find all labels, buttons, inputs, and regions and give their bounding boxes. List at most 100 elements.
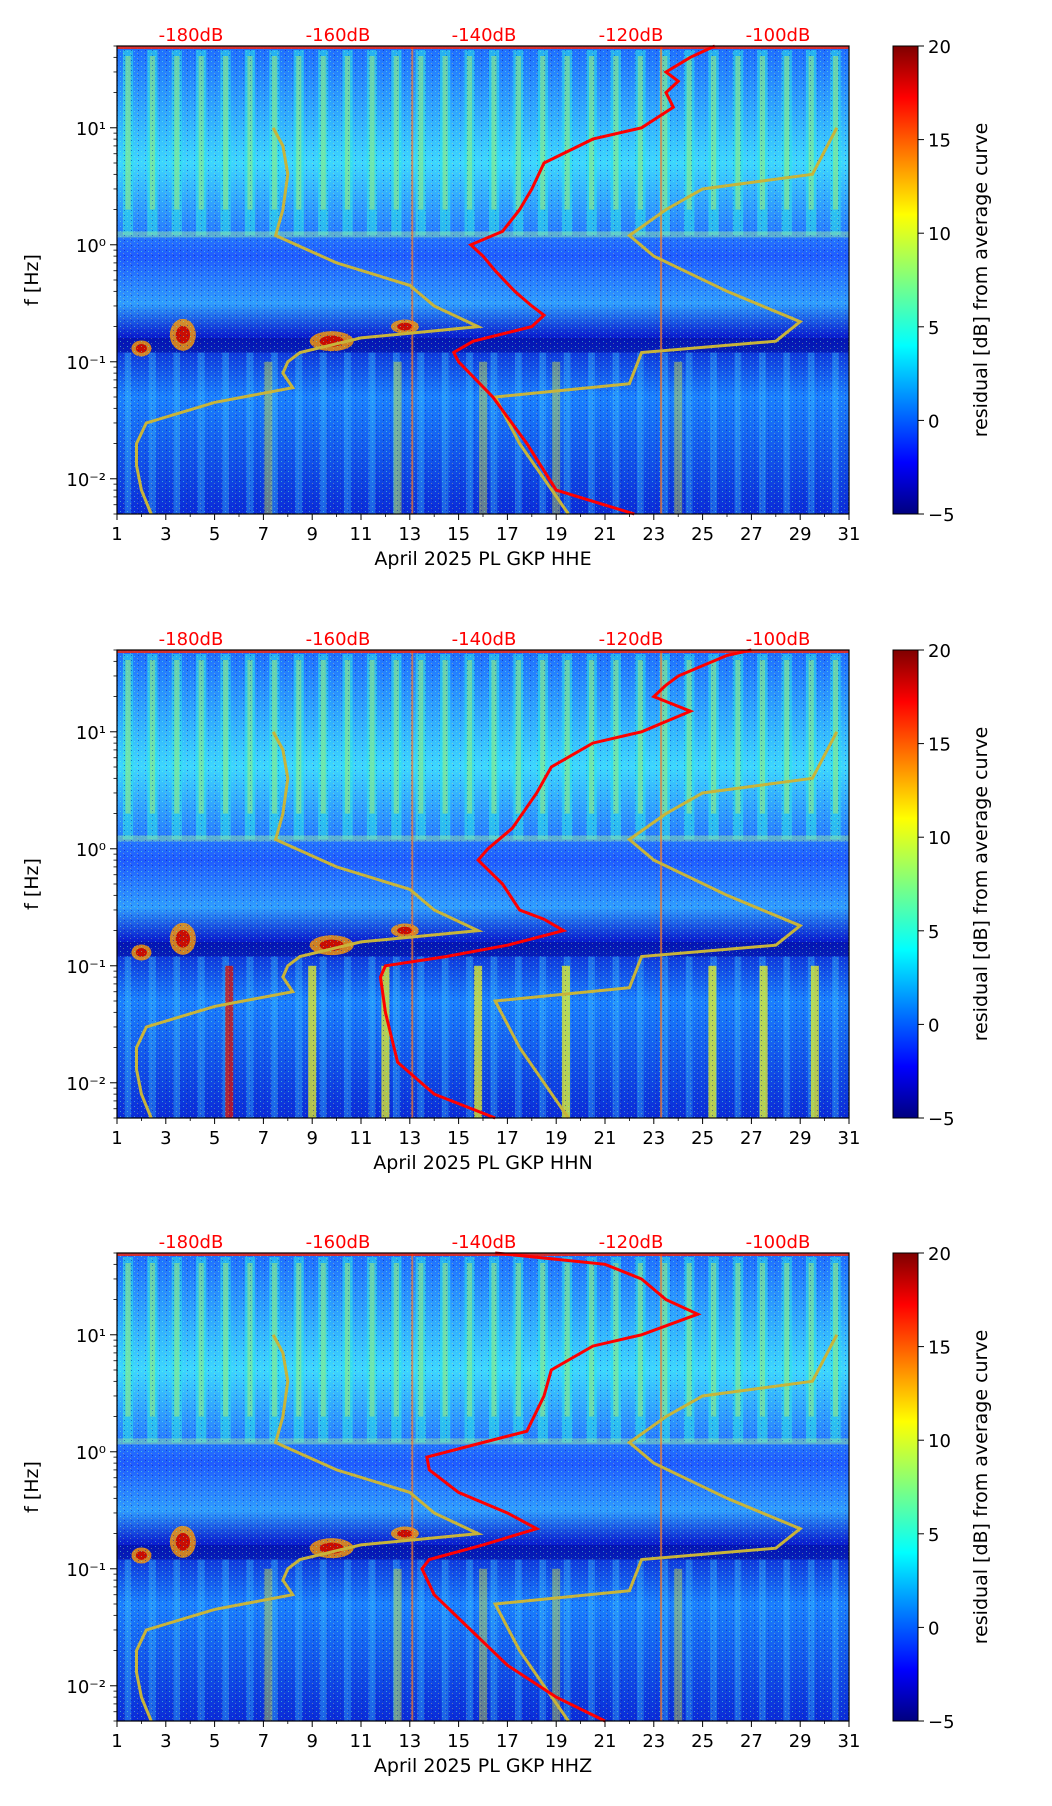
x-tick-label: 31	[838, 1731, 861, 1752]
x-tick-label: 13	[398, 1731, 421, 1752]
x-tick-label: 25	[691, 1731, 714, 1752]
x-tick-label: 15	[447, 524, 470, 545]
colorbar-tick-label: 5	[928, 1525, 939, 1546]
x-tick-label: 7	[258, 524, 269, 545]
colorbar-tick-label: 0	[928, 411, 939, 432]
colorbar-gradient	[892, 649, 919, 1119]
x-tick-label: 21	[594, 524, 617, 545]
top-db-label: -100dB	[746, 25, 811, 46]
x-tick-label: 21	[594, 1731, 617, 1752]
reference-curve	[451, 44, 716, 516]
x-tick-label: 9	[306, 524, 317, 545]
y-axis-label: f [Hz]	[21, 1461, 43, 1513]
reference-curve	[420, 1251, 702, 1723]
top-db-label: -160dB	[306, 1232, 371, 1253]
x-tick-label: 17	[496, 1128, 519, 1149]
colorbar: 20 15 10 5 0 −5 residual [dB] from average cur…	[892, 641, 992, 1130]
colorbar: 20 15 10 5 0 −5 residual [dB] from average cur…	[892, 37, 992, 526]
colorbar-gradient	[892, 1252, 919, 1722]
x-tick-label: 25	[691, 1128, 714, 1149]
x-tick-label: 11	[350, 1128, 373, 1149]
x-tick-label: 17	[496, 1731, 519, 1752]
top-db-label: -100dB	[746, 629, 811, 650]
colorbar-label: residual [dB] from average curve	[970, 1330, 992, 1645]
x-tick-label: 7	[258, 1731, 269, 1752]
colorbar: 20 15 10 5 0 −5 residual [dB] from average cur…	[892, 1244, 992, 1733]
heatmap	[117, 46, 849, 514]
heatmap-texture	[117, 46, 849, 514]
x-tick-label: 15	[447, 1128, 470, 1149]
x-tick-label: 1	[111, 1731, 122, 1752]
colorbar-tick-label: 10	[928, 1431, 951, 1452]
x-tick-label: 27	[740, 1128, 763, 1149]
y-tick-label: 10⁻²	[66, 1677, 106, 1698]
y-tick-label: 10⁰	[76, 840, 106, 861]
y-tick-label: 10⁰	[76, 1443, 106, 1464]
colorbar-tick-label: 10	[928, 224, 951, 245]
x-tick-label: 11	[350, 1731, 373, 1752]
y-tick-label: 10⁰	[76, 236, 106, 257]
top-db-label: -120dB	[599, 25, 664, 46]
colorbar-tick-label: 0	[928, 1618, 939, 1639]
x-tick-label: 5	[209, 1731, 220, 1752]
x-tick-label: 13	[398, 524, 421, 545]
bound-curve-right	[492, 731, 839, 1119]
x-tick-label: 9	[306, 1128, 317, 1149]
top-db-label: -140dB	[452, 25, 517, 46]
x-tick-label: 25	[691, 524, 714, 545]
colorbar-tick-label: 15	[928, 735, 951, 756]
x-tick-label: 13	[398, 1128, 421, 1149]
top-db-label: -180dB	[159, 25, 224, 46]
x-tick-label: 3	[160, 524, 171, 545]
y-tick-label: 10¹	[76, 119, 106, 140]
top-edge-line	[117, 650, 849, 653]
top-db-label: -180dB	[159, 1232, 224, 1253]
top-db-label: -160dB	[306, 25, 371, 46]
colorbar-tick-label: 10	[928, 828, 951, 849]
colorbar-tick-label: 20	[928, 641, 951, 662]
x-tick-label: 23	[642, 1128, 665, 1149]
x-tick-label: 11	[350, 524, 373, 545]
x-tick-label: 19	[545, 1731, 568, 1752]
y-tick-label: 10¹	[76, 723, 106, 744]
y-tick-label: 10¹	[76, 1326, 106, 1347]
x-tick-label: 7	[258, 1128, 269, 1149]
top-db-label: -140dB	[452, 1232, 517, 1253]
y-tick-label: 10⁻²	[66, 470, 106, 491]
colorbar-tick-label: 0	[928, 1015, 939, 1036]
y-tick-label: 10⁻²	[66, 1074, 106, 1095]
colorbar-gradient	[892, 45, 919, 515]
x-tick-label: 17	[496, 524, 519, 545]
x-tick-label: 3	[160, 1731, 171, 1752]
x-tick-label: 27	[740, 1731, 763, 1752]
top-db-label: -140dB	[452, 629, 517, 650]
heatmap	[117, 650, 849, 1118]
x-tick-label: 19	[545, 524, 568, 545]
heatmap-texture	[117, 650, 849, 1118]
colorbar-tick-label: 15	[928, 131, 951, 152]
colorbar-tick-label: 20	[928, 37, 951, 58]
y-tick-label: 10⁻¹	[66, 1560, 106, 1581]
y-axis-label: f [Hz]	[21, 858, 43, 910]
y-tick-label: 10⁻¹	[66, 957, 106, 978]
heatmap-texture	[117, 1253, 849, 1721]
y-tick-label: 10⁻¹	[66, 353, 106, 374]
y-axis-label: f [Hz]	[21, 254, 43, 306]
bound-curve-right	[492, 127, 839, 515]
x-tick-label: 21	[594, 1128, 617, 1149]
colorbar-label: residual [dB] from average curve	[970, 123, 992, 438]
top-db-label: -100dB	[746, 1232, 811, 1253]
x-tick-label: 15	[447, 1731, 470, 1752]
x-axis-label: April 2025 PL GKP HHZ	[374, 1755, 592, 1777]
x-tick-label: 23	[642, 524, 665, 545]
top-db-label: -120dB	[599, 1232, 664, 1253]
x-tick-label: 19	[545, 1128, 568, 1149]
bound-curve-left	[135, 1334, 484, 1722]
x-tick-label: 31	[838, 1128, 861, 1149]
x-tick-label: 27	[740, 524, 763, 545]
x-axis-label: April 2025 PL GKP HHE	[374, 548, 591, 570]
colorbar-tick-label: −5	[928, 1712, 955, 1733]
x-axis-label: April 2025 PL GKP HHN	[373, 1152, 592, 1174]
